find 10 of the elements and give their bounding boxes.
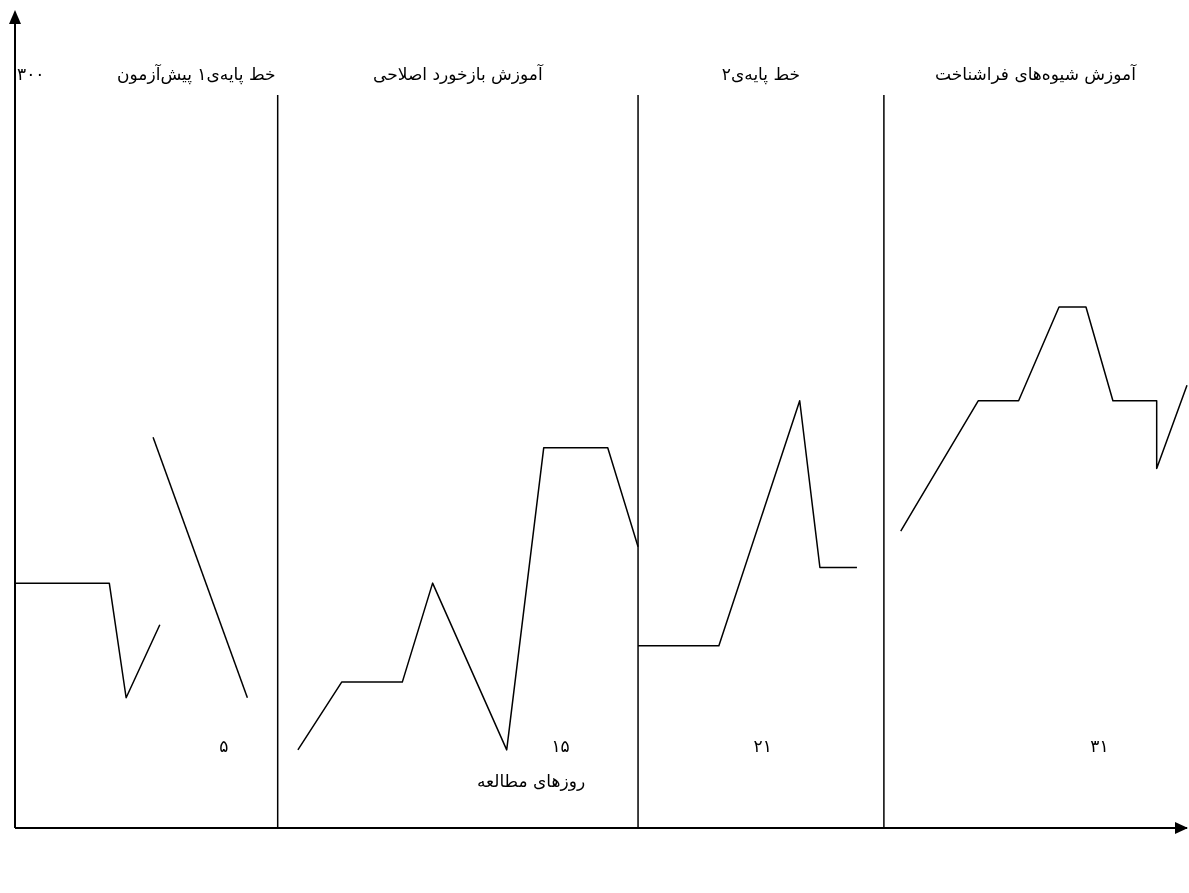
text: آموزش شیوه‌های فراشناخت bbox=[935, 63, 1138, 84]
text: آموزش بازخورد اصلاحی bbox=[373, 63, 544, 84]
text: خط پایه‌ی۱ پیش‌آزمون bbox=[117, 63, 276, 85]
text: خط پایه‌ی۲ bbox=[721, 64, 801, 85]
x-tick-label: ۵ bbox=[219, 736, 229, 756]
x-tick-label: ۳۱ bbox=[1090, 736, 1109, 756]
text: ۳۰۰ bbox=[17, 64, 45, 84]
x-axis-title: روزهای مطالعه bbox=[476, 771, 586, 791]
x-tick-label: ۲۱ bbox=[753, 736, 772, 756]
x-tick-label: ۱۵ bbox=[551, 736, 570, 756]
